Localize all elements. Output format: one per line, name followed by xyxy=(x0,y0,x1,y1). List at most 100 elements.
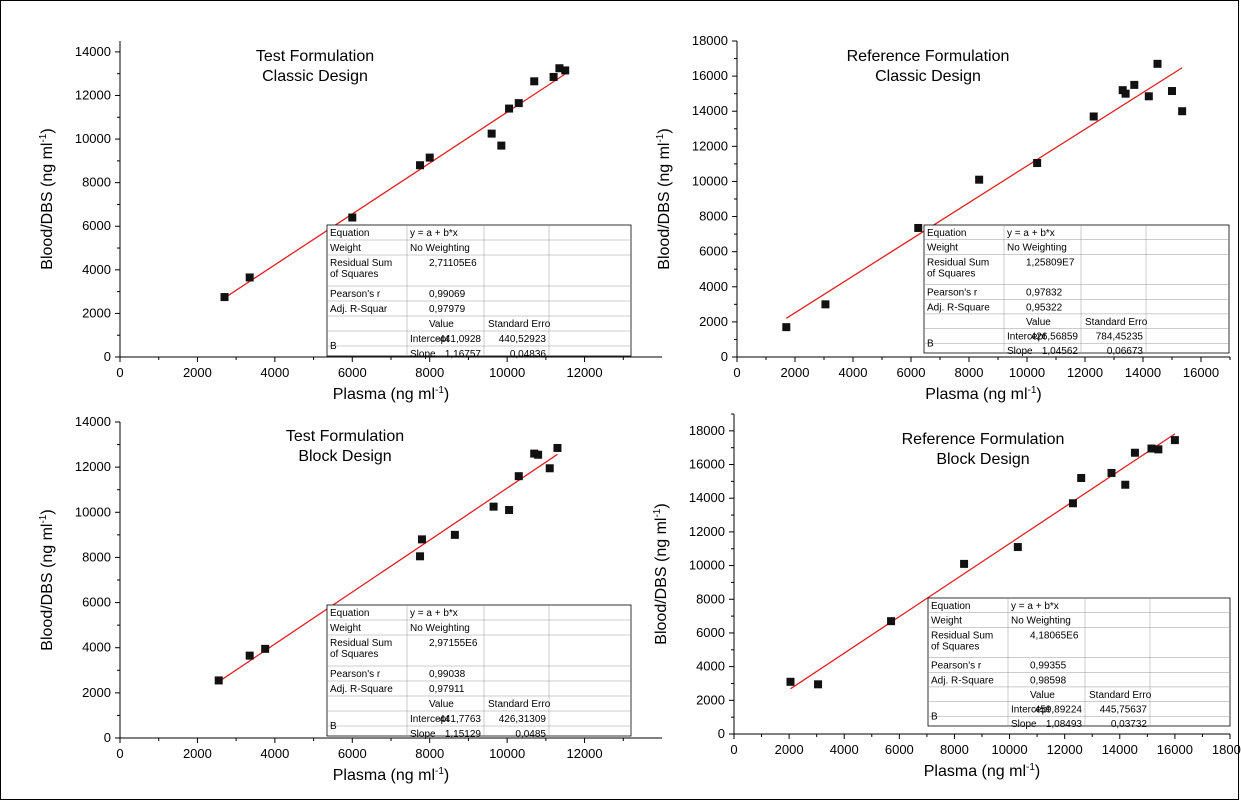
x-tick-label: 0 xyxy=(733,365,740,380)
data-point xyxy=(490,503,498,511)
y-tick-label: 4000 xyxy=(82,640,111,655)
data-point xyxy=(246,652,254,660)
data-point xyxy=(534,451,542,459)
table-label-equation: Equation xyxy=(931,601,970,612)
table-label-param: B xyxy=(927,339,934,350)
table-value-rss: 4,18065E6 xyxy=(1030,630,1079,641)
table-value-intercept: -441,7763 xyxy=(436,714,481,725)
data-point xyxy=(1131,449,1139,457)
table-label-rss: Residual Sum xyxy=(330,258,392,269)
y-tick-label: 8000 xyxy=(82,549,111,564)
data-point xyxy=(505,105,513,113)
x-tick-label: 4000 xyxy=(260,746,289,761)
y-tick-label: 4000 xyxy=(696,659,725,674)
y-tick-label: 16000 xyxy=(689,457,725,472)
chart-title-line-1: Reference Formulation xyxy=(902,431,1065,448)
data-point xyxy=(348,214,356,222)
y-tick-label: 14000 xyxy=(75,44,111,59)
y-tick-label: 0 xyxy=(104,349,111,364)
y-tick-label: 14000 xyxy=(692,103,728,118)
table-label-weight: Weight xyxy=(927,243,958,254)
table-value-adj-r2: 0,97979 xyxy=(429,304,466,315)
x-tick-label: 12000 xyxy=(1067,365,1103,380)
data-point xyxy=(914,224,922,232)
data-point xyxy=(960,560,968,568)
y-tick-label: 12000 xyxy=(75,87,111,102)
data-point xyxy=(561,66,569,74)
data-point xyxy=(261,645,269,653)
table-value-adj-r2: 0,97911 xyxy=(429,684,465,695)
table-value-intercept: 459,89224 xyxy=(1035,705,1083,716)
chart-title-line-2: Classic Design xyxy=(875,68,981,85)
table-label-pearson: Pearson's r xyxy=(927,288,978,299)
table-label-slope: Slope xyxy=(410,349,436,360)
table-value-adj-r2: 0,98598 xyxy=(1030,675,1067,686)
table-value-equation: y = a + b*x xyxy=(1007,228,1055,239)
data-point xyxy=(1033,159,1041,167)
table-header-value: Value xyxy=(1026,317,1051,328)
x-tick-label: 10000 xyxy=(489,746,525,761)
table-label-slope: Slope xyxy=(1007,346,1033,357)
x-tick-label: 16000 xyxy=(1157,742,1193,757)
chart-panel-2: 0 2000 4000 6000 8000 10000 12000 14000 16000 0 20… xyxy=(655,33,1230,403)
data-point xyxy=(451,531,459,539)
table-label-param: B xyxy=(330,341,337,352)
data-point xyxy=(1121,481,1129,489)
x-tick-label: 12000 xyxy=(566,365,602,380)
y-axis-label: Blood/DBS (ng ml-1) xyxy=(652,503,670,644)
chart-title-line-1: Test Formulation xyxy=(286,428,404,445)
table-value-pearson: 0,99355 xyxy=(1030,661,1067,672)
table-se-intercept: 440,52923 xyxy=(499,334,547,345)
y-tick-label: 14000 xyxy=(75,414,111,429)
y-tick-label: 18000 xyxy=(689,423,725,438)
table-header-standard-error: Standard Erro xyxy=(1089,690,1152,701)
x-tick-label: 8000 xyxy=(940,742,969,757)
table-header-value: Value xyxy=(429,319,454,330)
data-point xyxy=(1014,543,1022,551)
table-label-weight: Weight xyxy=(931,616,962,627)
table-value-equation: y = a + b*x xyxy=(1011,601,1059,612)
table-header-value: Value xyxy=(429,699,454,710)
table-value-rss: 2,97155E6 xyxy=(429,638,478,649)
x-axis-label: Plasma (ng ml-1) xyxy=(333,766,449,784)
y-axis-label: Blood/DBS (ng ml-1) xyxy=(38,509,56,650)
data-point xyxy=(1122,90,1130,98)
data-point xyxy=(782,323,790,331)
y-tick-label: 16000 xyxy=(692,68,728,83)
table-label-param: B xyxy=(330,721,337,732)
y-tick-label: 12000 xyxy=(692,138,728,153)
table-label-rss-2: of Squares xyxy=(330,269,378,280)
data-point xyxy=(505,506,513,514)
y-tick-label: 8000 xyxy=(696,591,725,606)
x-tick-label: 0 xyxy=(116,365,123,380)
x-tick-label: 8000 xyxy=(415,365,444,380)
y-tick-label: 0 xyxy=(721,349,728,364)
table-label-rss-2: of Squares xyxy=(330,649,378,660)
table-value-equation: y = a + b*x xyxy=(410,228,458,239)
x-tick-label: 10000 xyxy=(991,742,1027,757)
y-tick-label: 8000 xyxy=(699,209,728,224)
data-point xyxy=(1090,112,1098,120)
table-label-slope: Slope xyxy=(1011,719,1037,730)
data-point xyxy=(497,142,505,150)
data-point xyxy=(221,293,229,301)
table-value-weight: No Weighting xyxy=(410,243,470,254)
x-tick-label: 0 xyxy=(116,746,123,761)
data-point xyxy=(530,77,538,85)
table-label-adj-r2: Adj. R-Square xyxy=(330,684,393,695)
table-value-rss: 2,71105E6 xyxy=(429,258,477,269)
y-tick-label: 6000 xyxy=(699,244,728,259)
x-tick-label: 16000 xyxy=(1183,365,1219,380)
y-tick-label: 10000 xyxy=(75,131,111,146)
data-point xyxy=(975,176,983,184)
data-point xyxy=(887,617,895,625)
x-tick-label: 4000 xyxy=(260,365,289,380)
table-label-param: B xyxy=(931,712,938,723)
x-tick-label: 6000 xyxy=(338,746,367,761)
data-point xyxy=(416,552,424,560)
y-axis-label: Blood/DBS (ng ml-1) xyxy=(38,128,56,269)
y-axis-label: Blood/DBS (ng ml-1) xyxy=(655,128,673,269)
chart-panel-1: 0 2000 4000 6000 8000 10000 12000 0 2000 4000 6000… xyxy=(38,41,662,403)
table-label-rss: Residual Sum xyxy=(931,630,993,641)
table-value-slope: 1,04562 xyxy=(1042,346,1079,357)
